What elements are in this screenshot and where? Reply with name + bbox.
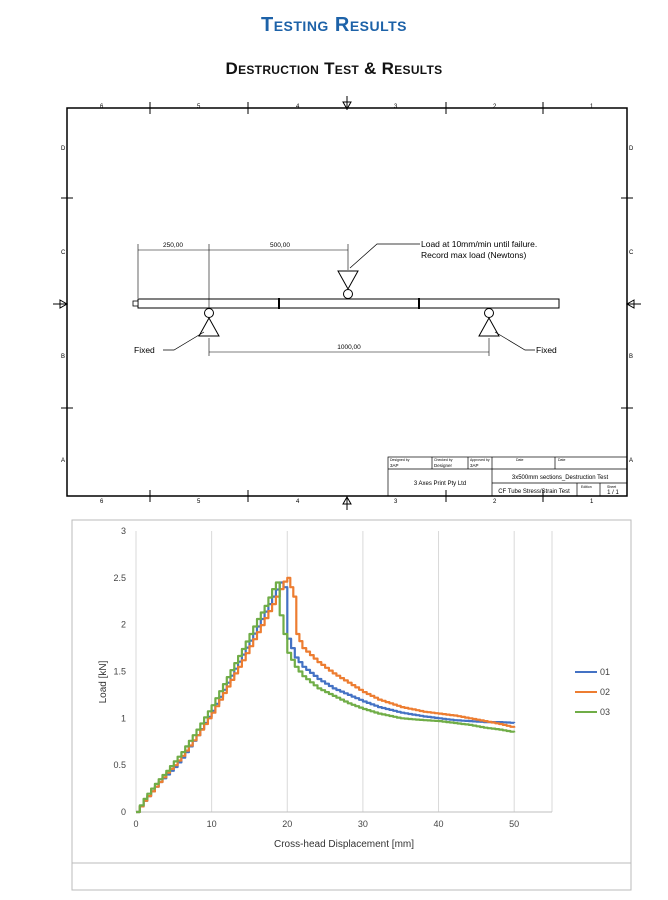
y-tick-label: 1.5 — [113, 667, 126, 677]
tb-sheet: 1 / 1 — [607, 490, 619, 496]
dimension-250: 250,00 — [163, 242, 183, 249]
page-title: Testing Results — [260, 14, 408, 36]
engineering-drawing: 6 5 4 3 2 1 6 5 4 3 2 1 D C B A D C B A — [53, 96, 641, 510]
col-number-3-bottom: 3 — [394, 499, 398, 505]
row-letter-a-right: A — [629, 458, 633, 464]
leaders — [163, 243, 535, 351]
support-right — [478, 308, 500, 337]
tb-checked-by-label: Checked by — [434, 458, 453, 462]
x-tick-label: 30 — [358, 819, 368, 829]
y-tick-label: 1 — [121, 713, 126, 723]
col-number-1: 1 — [590, 104, 594, 110]
col-number-6-bottom: 6 — [100, 499, 104, 505]
series-line-02 — [136, 576, 516, 814]
x-tick-label: 50 — [509, 819, 519, 829]
y-tick-label: 0 — [121, 807, 126, 817]
col-number-4: 4 — [296, 104, 300, 110]
y-axis-label: Load [kN] — [98, 660, 109, 703]
tb-approved-by-label: Approved by — [470, 458, 490, 462]
col-number-2-bottom: 2 — [493, 499, 497, 505]
tb-part-name: 3x500mm sections_Destruction Test — [512, 475, 609, 481]
y-tick-label: 2 — [121, 620, 126, 630]
tb-approved-by: 3AP — [470, 463, 479, 468]
legend-label-01: 01 — [600, 667, 610, 677]
row-letter-c: C — [61, 250, 66, 256]
dimension-bottom — [208, 338, 490, 356]
tb-designed-by-label: Designed by — [390, 458, 410, 462]
row-letter-b-right: B — [629, 354, 633, 360]
load-note-line2: Record max load (Newtons) — [421, 250, 527, 260]
beam-end-cap — [132, 300, 139, 307]
series-line-03 — [136, 581, 516, 814]
row-letter-c-right: C — [629, 250, 634, 256]
load-note-line1: Load at 10mm/min until failure. — [421, 239, 537, 249]
legend-label-02: 02 — [600, 687, 610, 697]
x-tick-label: 0 — [133, 819, 138, 829]
dimensions-top — [137, 244, 349, 308]
y-tick-label: 3 — [121, 526, 126, 536]
load-point — [337, 270, 359, 299]
tb-company: 3 Axes Print Pty Ltd — [414, 481, 466, 487]
col-number-5-bottom: 5 — [197, 499, 201, 505]
tb-designed-by: 3AP — [390, 463, 399, 468]
col-number-2: 2 — [493, 104, 497, 110]
tb-checked-by: Designer — [434, 463, 453, 468]
fixed-label-left: Fixed — [134, 345, 155, 355]
load-displacement-chart: 0 10 20 30 40 50 0 0.5 1 1.5 2 2.5 3 01 02 03 Cross-he… — [71, 519, 632, 891]
row-letter-a: A — [61, 458, 65, 464]
tb-date2-label: Date — [558, 458, 565, 462]
tb-edition-label: Edition — [581, 485, 592, 489]
tb-description: CF Tube Stress/Strain Test — [498, 489, 570, 495]
beam — [137, 298, 560, 309]
row-letter-d: D — [61, 146, 66, 152]
row-letter-b: B — [61, 354, 65, 360]
fixed-label-right: Fixed — [536, 345, 557, 355]
x-tick-label: 20 — [282, 819, 292, 829]
y-tick-label: 2.5 — [113, 573, 126, 583]
tb-sheet-label: Sheet — [607, 485, 616, 489]
dimension-500: 500,00 — [270, 242, 290, 249]
center-marks — [53, 96, 641, 510]
legend-label-03: 03 — [600, 707, 610, 717]
x-tick-label: 40 — [434, 819, 444, 829]
col-number-1-bottom: 1 — [590, 499, 594, 505]
col-number-6: 6 — [100, 104, 104, 110]
title-block — [387, 456, 628, 497]
x-axis-label: Cross-head Displacement [mm] — [274, 839, 414, 850]
tb-date-label: Date — [516, 458, 523, 462]
dimension-1000: 1000,00 — [337, 344, 361, 351]
support-left — [198, 308, 220, 337]
col-number-3: 3 — [394, 104, 398, 110]
col-number-5: 5 — [197, 104, 201, 110]
col-number-4-bottom: 4 — [296, 499, 300, 505]
page-subtitle: Destruction Test & Results — [225, 59, 443, 78]
row-letter-d-right: D — [629, 146, 634, 152]
x-tick-label: 10 — [207, 819, 217, 829]
y-tick-label: 0.5 — [113, 760, 126, 770]
